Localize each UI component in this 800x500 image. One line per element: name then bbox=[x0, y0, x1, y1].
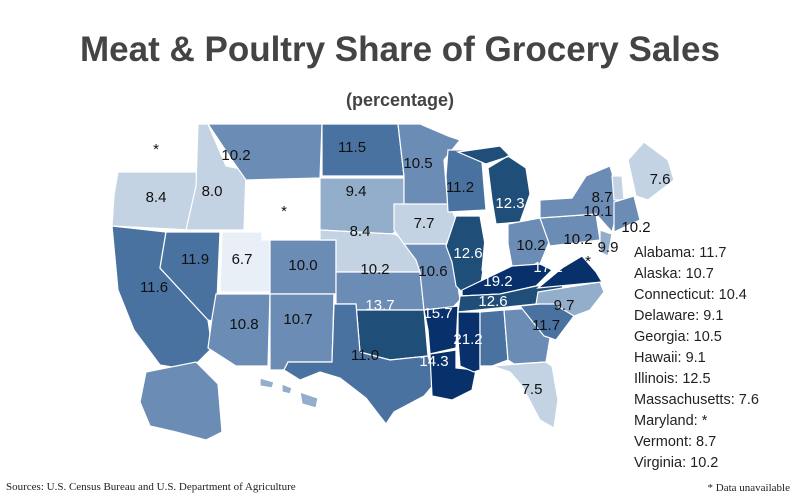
state-value-label-florida: 7.5 bbox=[522, 381, 543, 398]
state-value-label-new-hampshire: 10.2 bbox=[621, 219, 650, 236]
state-minnesota bbox=[397, 123, 462, 211]
legend-entry: Connecticut: 10.4 bbox=[634, 287, 747, 303]
state-value-label-illinois: 12.6 bbox=[453, 245, 482, 262]
state-value-label-iowa: 7.7 bbox=[414, 215, 435, 232]
state-value-label-missouri: 10.6 bbox=[418, 263, 447, 280]
state-value-label-oklahoma: 13.7 bbox=[365, 297, 394, 314]
state-value-label-montana: 10.2 bbox=[221, 147, 250, 164]
state-value-label-wisconsin: 11.2 bbox=[446, 179, 474, 196]
state-value-label-utah: 6.7 bbox=[232, 251, 253, 268]
legend-entry: Virginia: 10.2 bbox=[634, 455, 719, 471]
chart-title: Meat & Poultry Share of Grocery Sales bbox=[80, 30, 720, 69]
state-value-label-new-york: 10.1 bbox=[583, 203, 612, 220]
state-florida bbox=[491, 361, 559, 429]
state-value-label-idaho: 8.0 bbox=[202, 183, 223, 200]
legend-entry: Hawaii: 9.1 bbox=[634, 350, 706, 366]
state-value-label-arkansas: 15.7 bbox=[423, 305, 452, 322]
state-value-legend: Alabama: 11.7 Alaska: 10.7 Connecticut: 10… bbox=[634, 243, 759, 474]
state-value-label-washington: * bbox=[153, 141, 159, 158]
legend-entry: Maryland: * bbox=[634, 413, 708, 429]
state-value-label-south-dakota: 9.4 bbox=[346, 183, 367, 200]
state-washington bbox=[119, 123, 199, 173]
state-north-carolina bbox=[535, 281, 605, 317]
legend-entry: Massachusetts: 7.6 bbox=[634, 392, 759, 408]
legend-entry: Alabama: 11.7 bbox=[634, 245, 727, 261]
state-value-label-michigan: 12.3 bbox=[495, 195, 524, 212]
state-value-label-maine: 7.6 bbox=[650, 171, 671, 188]
state-vermont bbox=[611, 175, 625, 201]
state-value-label-north-dakota: 11.5 bbox=[338, 139, 366, 156]
state-maryland bbox=[564, 241, 601, 259]
legend-entry: Vermont: 8.7 bbox=[634, 434, 717, 450]
state-new-hampshire bbox=[613, 195, 641, 233]
state-value-label-wyoming: * bbox=[281, 203, 287, 220]
state-virginia bbox=[536, 255, 604, 289]
state-value-label-new-mexico: 10.7 bbox=[283, 311, 312, 328]
legend-entry: Illinois: 12.5 bbox=[634, 371, 711, 387]
state-maine bbox=[627, 141, 675, 201]
state-value-label-kentucky: 19.2 bbox=[483, 273, 512, 290]
state-new-mexico bbox=[269, 293, 335, 371]
state-value-label-maryland: * bbox=[585, 253, 591, 270]
state-hawaii bbox=[259, 377, 319, 409]
legend-entry: Alaska: 10.7 bbox=[634, 266, 714, 282]
state-arkansas bbox=[423, 305, 459, 355]
state-value-label-louisiana: 14.3 bbox=[419, 353, 448, 370]
state-texas bbox=[283, 303, 437, 426]
state-value-label-colorado: 10.0 bbox=[288, 257, 317, 274]
state-value-label-nebraska: 8.4 bbox=[350, 223, 371, 240]
legend-entry: Georgia: 10.5 bbox=[634, 329, 722, 345]
state-value-label-tennessee: 12.6 bbox=[478, 293, 507, 310]
state-michigan bbox=[455, 145, 531, 225]
sources-note: Sources: U.S. Census Bureau and U.S. Dep… bbox=[6, 481, 296, 493]
legend-entry: Delaware: 9.1 bbox=[634, 308, 724, 324]
state-montana bbox=[206, 123, 323, 181]
data-unavailable-footnote: * Data unavailable bbox=[707, 482, 790, 494]
state-value-label-south-carolina: 11.7 bbox=[532, 317, 560, 334]
state-value-label-vermont: 8.7 bbox=[592, 189, 613, 206]
state-value-label-kansas: 10.2 bbox=[360, 261, 389, 278]
chart-subtitle: (percentage) bbox=[345, 90, 455, 110]
state-idaho bbox=[185, 123, 247, 231]
state-value-label-mississippi: 21.2 bbox=[453, 331, 482, 348]
state-value-label-minnesota: 10.5 bbox=[403, 155, 432, 172]
state-value-label-ohio: 10.2 bbox=[516, 237, 545, 254]
state-louisiana bbox=[429, 349, 477, 401]
state-value-label-new-jersey: 9.9 bbox=[598, 239, 619, 256]
state-value-label-oregon: 8.4 bbox=[146, 189, 167, 206]
state-oregon bbox=[111, 171, 199, 231]
state-alaska bbox=[139, 361, 223, 441]
state-value-label-nevada: 11.9 bbox=[181, 251, 209, 268]
state-value-label-north-carolina: 9.7 bbox=[554, 297, 575, 314]
state-value-label-pennsylvania: 10.2 bbox=[563, 231, 592, 248]
state-value-label-california: 11.6 bbox=[140, 279, 168, 296]
state-value-label-virginia: 17.1 bbox=[533, 259, 562, 276]
state-value-label-arizona: 10.8 bbox=[229, 316, 258, 333]
state-value-label-texas: 11.0 bbox=[351, 347, 379, 364]
state-alabama bbox=[479, 309, 509, 367]
